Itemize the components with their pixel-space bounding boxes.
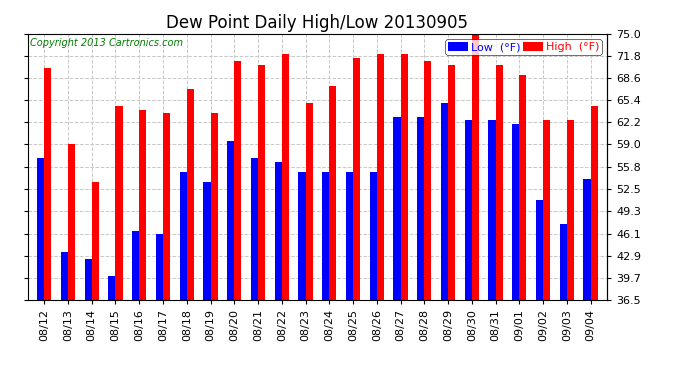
- Bar: [543, 120, 550, 300]
- Bar: [132, 231, 139, 300]
- Bar: [235, 62, 242, 300]
- Bar: [156, 234, 163, 300]
- Bar: [227, 141, 235, 300]
- Bar: [85, 258, 92, 300]
- Bar: [400, 54, 408, 300]
- Bar: [61, 252, 68, 300]
- Bar: [464, 120, 472, 300]
- Bar: [346, 172, 353, 300]
- Bar: [275, 162, 282, 300]
- Bar: [353, 58, 360, 300]
- Bar: [37, 158, 44, 300]
- Bar: [187, 89, 194, 300]
- Bar: [591, 106, 598, 300]
- Bar: [448, 65, 455, 300]
- Bar: [495, 65, 503, 300]
- Bar: [163, 113, 170, 300]
- Text: Copyright 2013 Cartronics.com: Copyright 2013 Cartronics.com: [30, 38, 184, 48]
- Bar: [92, 182, 99, 300]
- Bar: [441, 103, 448, 300]
- Bar: [210, 113, 217, 300]
- Bar: [115, 106, 123, 300]
- Bar: [139, 110, 146, 300]
- Bar: [258, 65, 265, 300]
- Bar: [282, 54, 289, 300]
- Bar: [329, 86, 337, 300]
- Bar: [179, 172, 187, 300]
- Bar: [417, 117, 424, 300]
- Legend: Low  (°F), High  (°F): Low (°F), High (°F): [446, 39, 602, 54]
- Bar: [560, 224, 566, 300]
- Title: Dew Point Daily High/Low 20130905: Dew Point Daily High/Low 20130905: [166, 14, 469, 32]
- Bar: [108, 276, 115, 300]
- Bar: [584, 179, 591, 300]
- Bar: [520, 75, 526, 300]
- Bar: [566, 120, 574, 300]
- Bar: [424, 62, 431, 300]
- Bar: [472, 30, 479, 300]
- Bar: [536, 200, 543, 300]
- Bar: [44, 68, 51, 300]
- Bar: [68, 144, 75, 300]
- Bar: [306, 103, 313, 300]
- Bar: [298, 172, 306, 300]
- Bar: [489, 120, 495, 300]
- Bar: [204, 182, 210, 300]
- Bar: [393, 117, 400, 300]
- Bar: [370, 172, 377, 300]
- Bar: [512, 124, 520, 300]
- Bar: [377, 54, 384, 300]
- Bar: [251, 158, 258, 300]
- Bar: [322, 172, 329, 300]
